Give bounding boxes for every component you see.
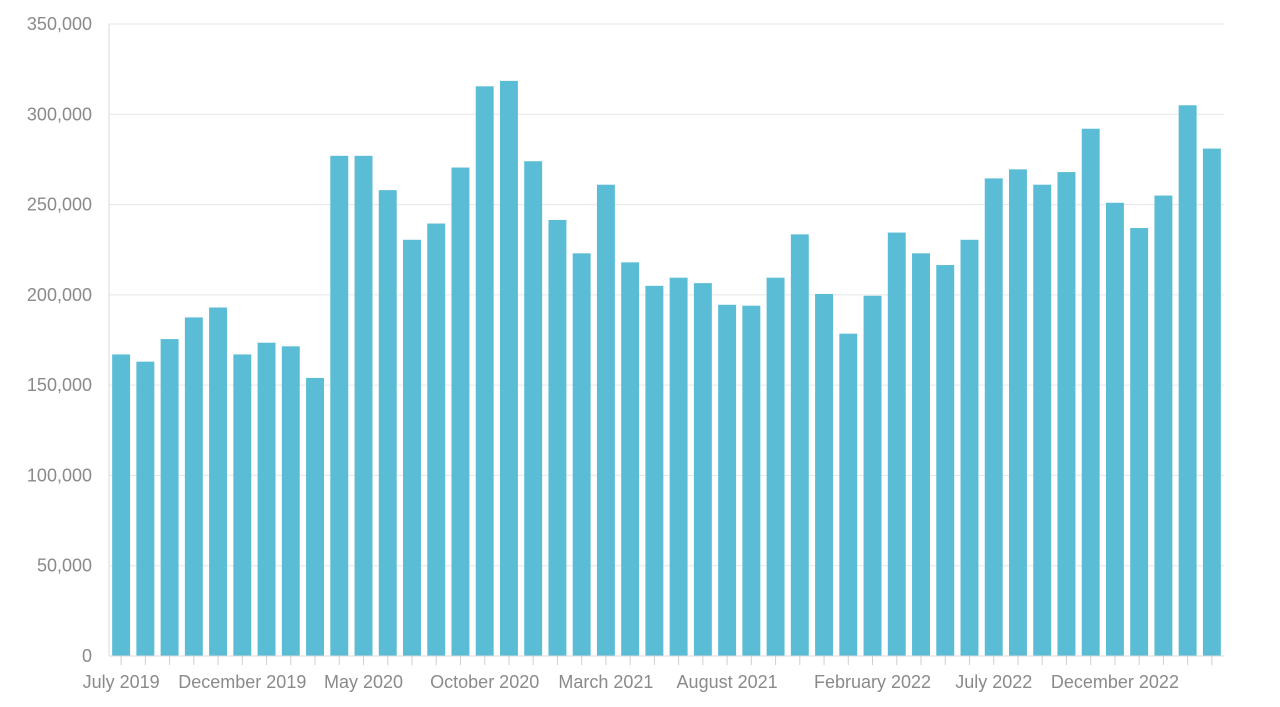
grid-lines xyxy=(109,23,1224,567)
bar xyxy=(184,317,203,656)
bar xyxy=(718,304,737,656)
y-tick-label: 300,000 xyxy=(27,104,92,124)
bars xyxy=(112,80,1221,657)
bar xyxy=(330,155,349,656)
bar xyxy=(669,277,688,656)
bar xyxy=(621,262,640,656)
bar xyxy=(257,342,276,656)
bar xyxy=(1105,202,1124,656)
x-tick-label: May 2020 xyxy=(324,672,403,692)
y-tick-label: 50,000 xyxy=(37,556,92,576)
bar xyxy=(136,361,155,656)
bar xyxy=(1033,184,1052,657)
bar xyxy=(1154,195,1173,657)
bar xyxy=(281,346,300,656)
bar xyxy=(596,184,615,657)
x-tick-label: July 2022 xyxy=(955,672,1032,692)
x-tick-label: July 2019 xyxy=(83,672,160,692)
bar xyxy=(451,167,470,656)
bar xyxy=(499,80,518,656)
y-tick-label: 250,000 xyxy=(27,195,92,215)
bar xyxy=(403,239,421,657)
y-tick-label: 0 xyxy=(82,646,92,666)
bar xyxy=(1057,172,1076,656)
bar xyxy=(160,339,179,656)
bar xyxy=(306,377,325,656)
bar xyxy=(1130,228,1149,656)
x-tick-label: February 2022 xyxy=(814,672,931,692)
x-axis-tick-labels: July 2019 December 2019 May 2020 October 20… xyxy=(83,672,1179,692)
bar xyxy=(839,333,858,656)
bar xyxy=(209,307,228,656)
x-tick-label: March 2021 xyxy=(558,672,653,692)
bar xyxy=(984,178,1003,657)
bar xyxy=(572,253,591,656)
x-tick-label: December 2022 xyxy=(1051,672,1179,692)
x-tick-label: August 2021 xyxy=(677,672,778,692)
bar xyxy=(742,305,761,656)
bar xyxy=(766,277,785,656)
bar xyxy=(815,293,834,656)
bar xyxy=(887,232,906,656)
bar xyxy=(960,239,979,657)
x-tick-label: October 2020 xyxy=(430,672,539,692)
y-tick-label: 150,000 xyxy=(27,375,92,395)
bar xyxy=(1178,105,1197,656)
y-tick-label: 100,000 xyxy=(27,465,92,485)
bar xyxy=(354,155,373,656)
bar xyxy=(1008,169,1027,657)
bar xyxy=(1081,128,1100,656)
bar xyxy=(645,285,664,656)
bar xyxy=(790,234,809,656)
y-tick-label: 350,000 xyxy=(27,14,92,34)
bar xyxy=(524,161,543,656)
bar xyxy=(936,265,955,656)
bar xyxy=(427,223,446,656)
bar xyxy=(693,283,712,656)
y-axis-tick-labels: 0 50,000 100,000 150,000 200,000 250,000 300,0… xyxy=(27,14,92,666)
bar xyxy=(548,219,567,657)
x-tick-label: December 2019 xyxy=(178,672,306,692)
y-tick-label: 200,000 xyxy=(27,285,92,305)
bar xyxy=(112,354,131,656)
bar xyxy=(475,86,494,657)
bar xyxy=(1202,148,1221,656)
bar xyxy=(863,295,882,656)
x-axis-ticks xyxy=(120,656,1213,665)
bar xyxy=(378,190,397,656)
bar xyxy=(912,253,930,656)
bar xyxy=(233,354,252,656)
